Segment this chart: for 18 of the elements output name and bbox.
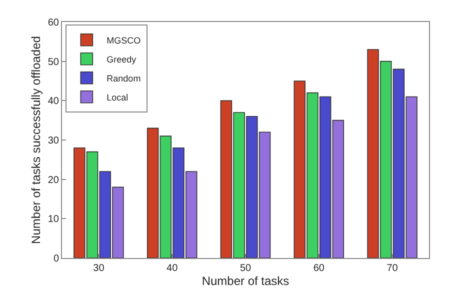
legend-label: Greedy xyxy=(106,54,137,64)
legend-label: Local xyxy=(106,92,128,102)
x-tick-label: 50 xyxy=(240,263,252,274)
legend-label: Random xyxy=(106,73,141,84)
x-tick-label: 30 xyxy=(93,263,105,274)
x-tick-label: 40 xyxy=(166,263,178,274)
x-tick-label: 70 xyxy=(386,263,398,274)
y-tick-label: 10 xyxy=(48,214,60,226)
x-tick-label: 60 xyxy=(313,263,325,274)
x-axis-title: Number of tasks xyxy=(202,274,290,288)
y-tick-label: 40 xyxy=(48,96,60,108)
y-tick-label: 30 xyxy=(48,136,60,146)
y-tick-label: 60 xyxy=(48,18,60,28)
y-tick-label: 50 xyxy=(48,56,60,68)
y-tick-label: 20 xyxy=(48,174,60,186)
y-axis-title: Number of tasks successfully offloaded xyxy=(29,36,44,244)
y-tick-label: 0 xyxy=(53,254,60,264)
legend-label: MGSCO xyxy=(106,35,141,46)
